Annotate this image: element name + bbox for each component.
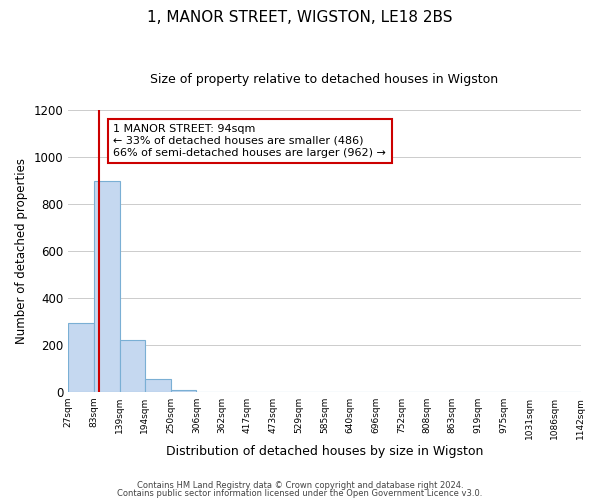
X-axis label: Distribution of detached houses by size in Wigston: Distribution of detached houses by size … (166, 444, 483, 458)
Bar (170, 390, 196, 392)
Bar (68, 322, 94, 392)
Bar (94, 180, 119, 392)
Bar (145, 379, 170, 392)
Text: 1, MANOR STREET, WIGSTON, LE18 2BS: 1, MANOR STREET, WIGSTON, LE18 2BS (147, 10, 453, 25)
Text: Contains HM Land Registry data © Crown copyright and database right 2024.: Contains HM Land Registry data © Crown c… (137, 481, 463, 490)
Text: Contains public sector information licensed under the Open Government Licence v3: Contains public sector information licen… (118, 488, 482, 498)
Text: 1 MANOR STREET: 94sqm
← 33% of detached houses are smaller (486)
66% of semi-det: 1 MANOR STREET: 94sqm ← 33% of detached … (113, 124, 386, 158)
Bar (119, 340, 145, 392)
Y-axis label: Number of detached properties: Number of detached properties (15, 158, 28, 344)
Title: Size of property relative to detached houses in Wigston: Size of property relative to detached ho… (150, 72, 499, 86)
